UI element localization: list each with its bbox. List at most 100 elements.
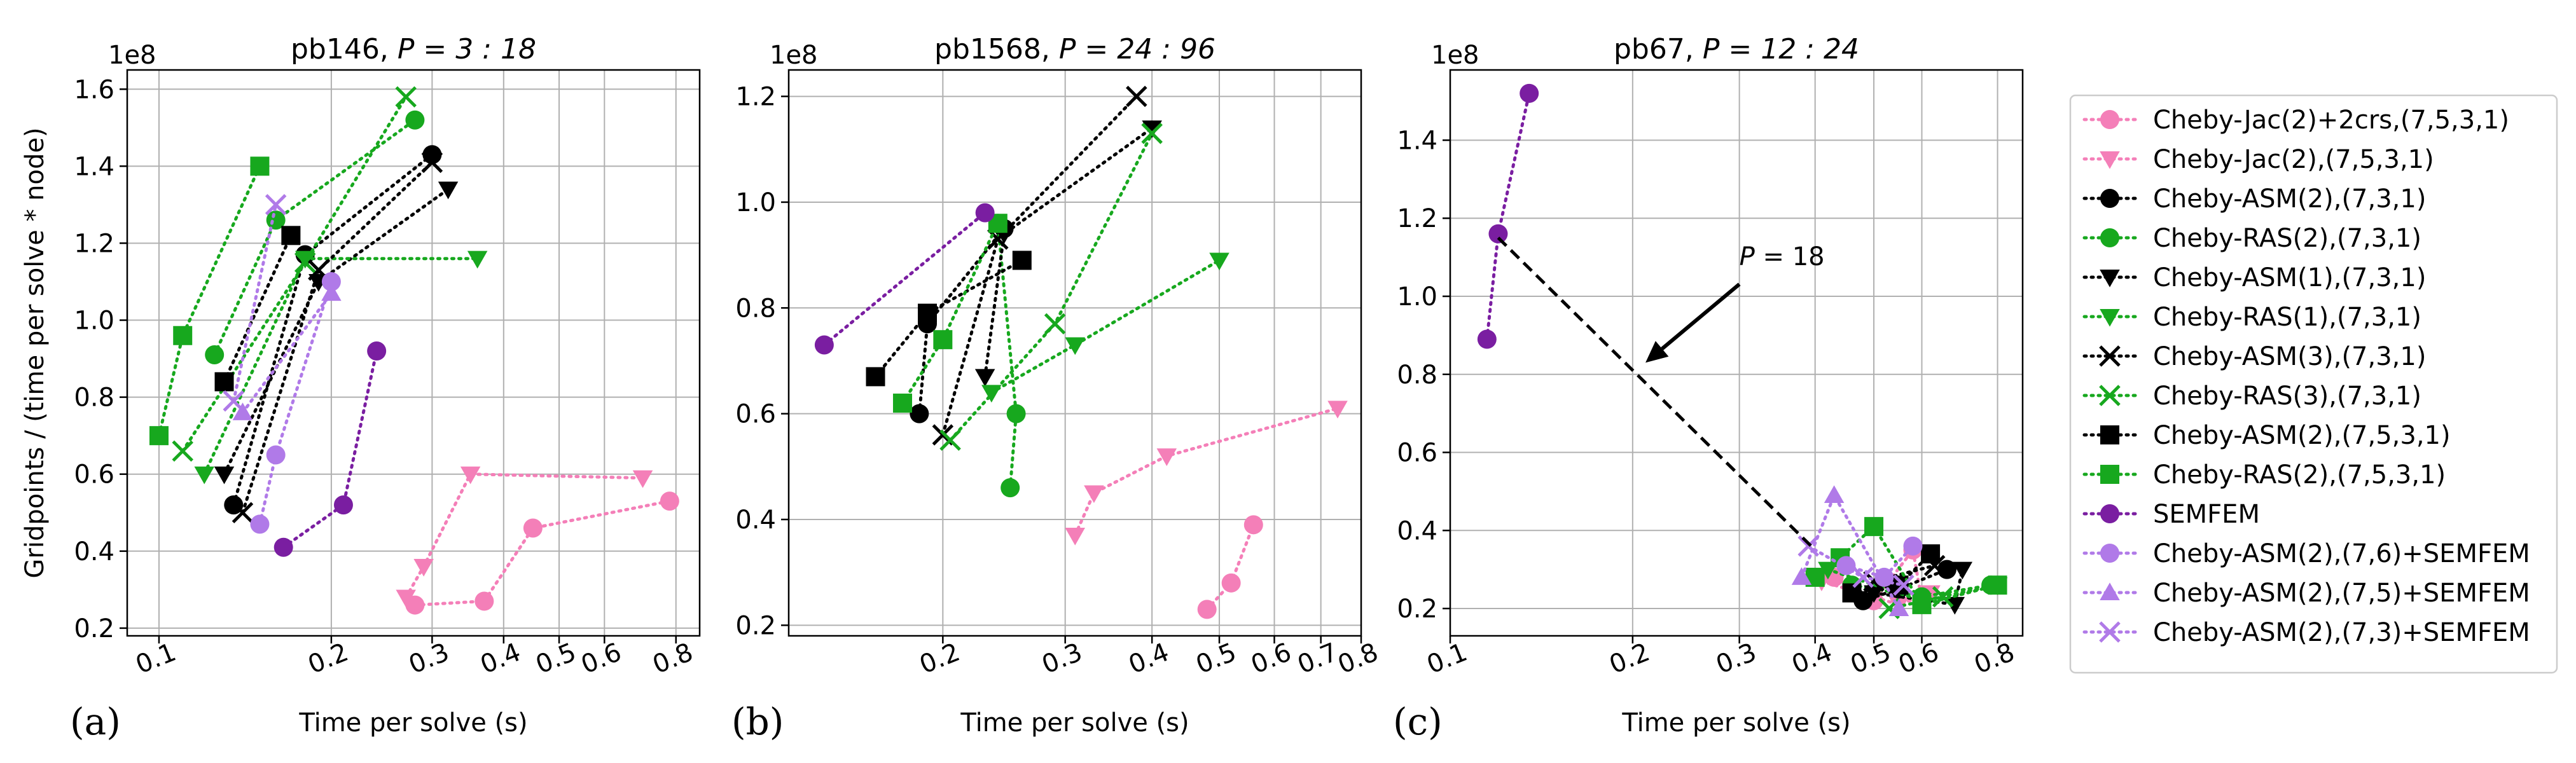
legend-entry-asm2_73_sem: Cheby-ASM(2),(7,3)+SEMFEM [2082, 618, 2530, 647]
series-jac2crs [1197, 515, 1263, 619]
legend-label: Cheby-RAS(3),(7,3,1) [2153, 382, 2421, 411]
data-point [814, 335, 834, 355]
legend-label: Cheby-Jac(2),(7,5,3,1) [2153, 145, 2434, 174]
legend-label: SEMFEM [2153, 500, 2260, 529]
data-point [1797, 535, 1819, 557]
data-point [523, 518, 543, 538]
x-tick-label: 0.8 [1334, 638, 1382, 680]
series-line [232, 153, 434, 507]
y-tick-label: 1.0 [1397, 282, 1437, 312]
data-point [1001, 478, 1020, 498]
series-asm2_7531 [866, 251, 1032, 387]
data-point [266, 210, 286, 230]
legend-marker [2100, 544, 2119, 563]
x-tick-label: 0.6 [1895, 638, 1943, 680]
series-line [941, 95, 1139, 437]
series-line [983, 127, 1154, 378]
legend-label: Cheby-ASM(2),(7,6)+SEMFEM [2153, 539, 2530, 568]
data-point [274, 537, 293, 557]
data-point [294, 251, 316, 273]
data-point [1488, 224, 1508, 244]
x-tick-label: 0.8 [649, 638, 697, 680]
x-tick-label: 0.1 [132, 638, 180, 680]
legend-marker [2099, 621, 2121, 643]
x-tick-label: 0.5 [532, 638, 580, 680]
chart-panel-1: 0.1 0.2 0.3 0.4 0.50.6 0.80.20.40.60.81.01.21… [20, 33, 701, 743]
x-tick-label: 0.5 [1846, 638, 1895, 680]
data-point [1327, 401, 1348, 419]
data-point [214, 466, 235, 485]
y-tick-label: 1.0 [735, 188, 776, 217]
x-tick-label: 0.2 [1605, 638, 1654, 680]
legend-marker [2100, 151, 2120, 169]
series-asm1_731 [214, 181, 459, 485]
data-point [1142, 120, 1162, 139]
series-asm2_73_sem [223, 194, 287, 412]
data-point [1888, 598, 1909, 617]
x-tick-label: 0.1 [1423, 638, 1471, 680]
series-semfem [1477, 83, 1539, 349]
legend-marker [2100, 465, 2119, 484]
data-point [939, 429, 961, 451]
data-point [975, 203, 995, 223]
data-point [149, 426, 169, 446]
legend-label: Cheby-RAS(2),(7,3,1) [2153, 224, 2421, 253]
data-point [321, 283, 342, 301]
data-point [1209, 252, 1229, 271]
data-point [1012, 251, 1032, 270]
data-point [933, 330, 953, 350]
panel-tag: (a) [70, 700, 121, 743]
legend-entry-asm3_731: Cheby-ASM(3),(7,3,1) [2082, 342, 2426, 371]
series-asm3_731 [932, 85, 1147, 446]
series-line [223, 233, 293, 383]
series-line [901, 221, 1000, 405]
legend-marker [2099, 345, 2121, 367]
data-point [467, 251, 488, 269]
legend-entry-jac2: Cheby-Jac(2),(7,5,3,1) [2082, 145, 2434, 174]
series-line [948, 132, 1154, 442]
arrow-shaft [1661, 282, 1741, 350]
x-tick-label: 0.6 [577, 638, 625, 680]
series-asm1_731 [974, 120, 1162, 387]
legend-marker [2100, 504, 2119, 523]
legend-marker [2100, 228, 2119, 247]
legend-entry-ras1_731: Cheby-RAS(1),(7,3,1) [2082, 303, 2421, 332]
data-point [250, 514, 270, 534]
series-line [223, 188, 450, 476]
legend-marker [2099, 385, 2121, 406]
data-point [474, 591, 494, 611]
annotation: P = 18 [1497, 237, 1825, 551]
data-point [413, 559, 434, 577]
chart-title: pb67, P = 12 : 24 [1614, 33, 1859, 65]
series-semfem [274, 341, 387, 557]
x-tick-label: 0.3 [1038, 638, 1086, 680]
series-ras2_7531 [892, 214, 1008, 413]
data-point [1221, 573, 1241, 593]
data-point [1084, 485, 1104, 504]
y-tick-label: 0.8 [735, 294, 776, 323]
data-point [1477, 329, 1497, 349]
data-point [223, 390, 245, 412]
data-point [1988, 575, 2007, 595]
data-point [974, 369, 995, 387]
data-point [1932, 586, 1954, 608]
data-point [910, 404, 929, 423]
y-tick-label: 0.8 [1397, 361, 1437, 390]
grid [789, 70, 1362, 636]
series-asm2_731 [224, 145, 442, 515]
data-point [395, 86, 417, 108]
x-tick-label: 0.6 [1247, 638, 1296, 680]
data-point [460, 466, 481, 485]
data-point [321, 272, 341, 291]
x-tick-label: 0.5 [1192, 638, 1240, 680]
legend-label: Cheby-ASM(1),(7,3,1) [2153, 263, 2426, 292]
grid [1450, 70, 2023, 636]
data-point [405, 595, 425, 615]
plot-frame [787, 69, 1362, 637]
series-jac2crs [405, 491, 679, 615]
x-axis-label: Time per solve (s) [298, 708, 527, 738]
series-line [404, 472, 645, 599]
legend-marker [2100, 270, 2120, 287]
data-point [205, 345, 225, 365]
y-tick-label: 1.6 [74, 75, 114, 104]
